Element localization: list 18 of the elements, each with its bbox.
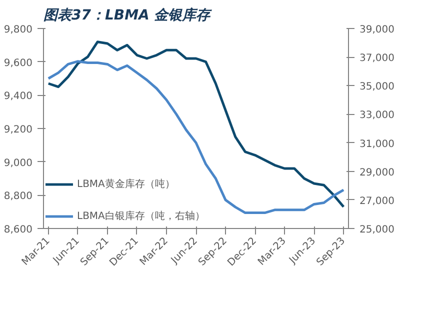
y2-tick-label: 39,000 xyxy=(360,24,394,36)
y2-tick-label: 31,000 xyxy=(360,138,394,150)
legend-label: LBMA黄金库存（吨） xyxy=(77,178,175,191)
y-tick-label: 9,000 xyxy=(4,158,33,169)
y2-tick-label: 33,000 xyxy=(360,110,394,122)
y2-tick-label: 27,000 xyxy=(360,196,394,207)
y-tick-label: 8,600 xyxy=(4,224,33,236)
y2-tick-label: 35,000 xyxy=(360,82,394,93)
y2-tick-label: 29,000 xyxy=(360,167,394,178)
y-tick-label: 9,800 xyxy=(4,24,33,36)
y-tick-label: 9,600 xyxy=(4,58,33,69)
y-tick-label: 9,200 xyxy=(4,124,33,136)
legend-label: LBMA白银库存（吨，右轴） xyxy=(77,210,205,223)
y-tick-label: 9,400 xyxy=(4,91,33,102)
y-tick-label: 8,800 xyxy=(4,191,33,202)
chart-title: 图表37：LBMA 金银库存 xyxy=(44,6,212,24)
y2-tick-label: 37,000 xyxy=(360,53,394,64)
y2-tick-label: 25,000 xyxy=(360,224,394,236)
